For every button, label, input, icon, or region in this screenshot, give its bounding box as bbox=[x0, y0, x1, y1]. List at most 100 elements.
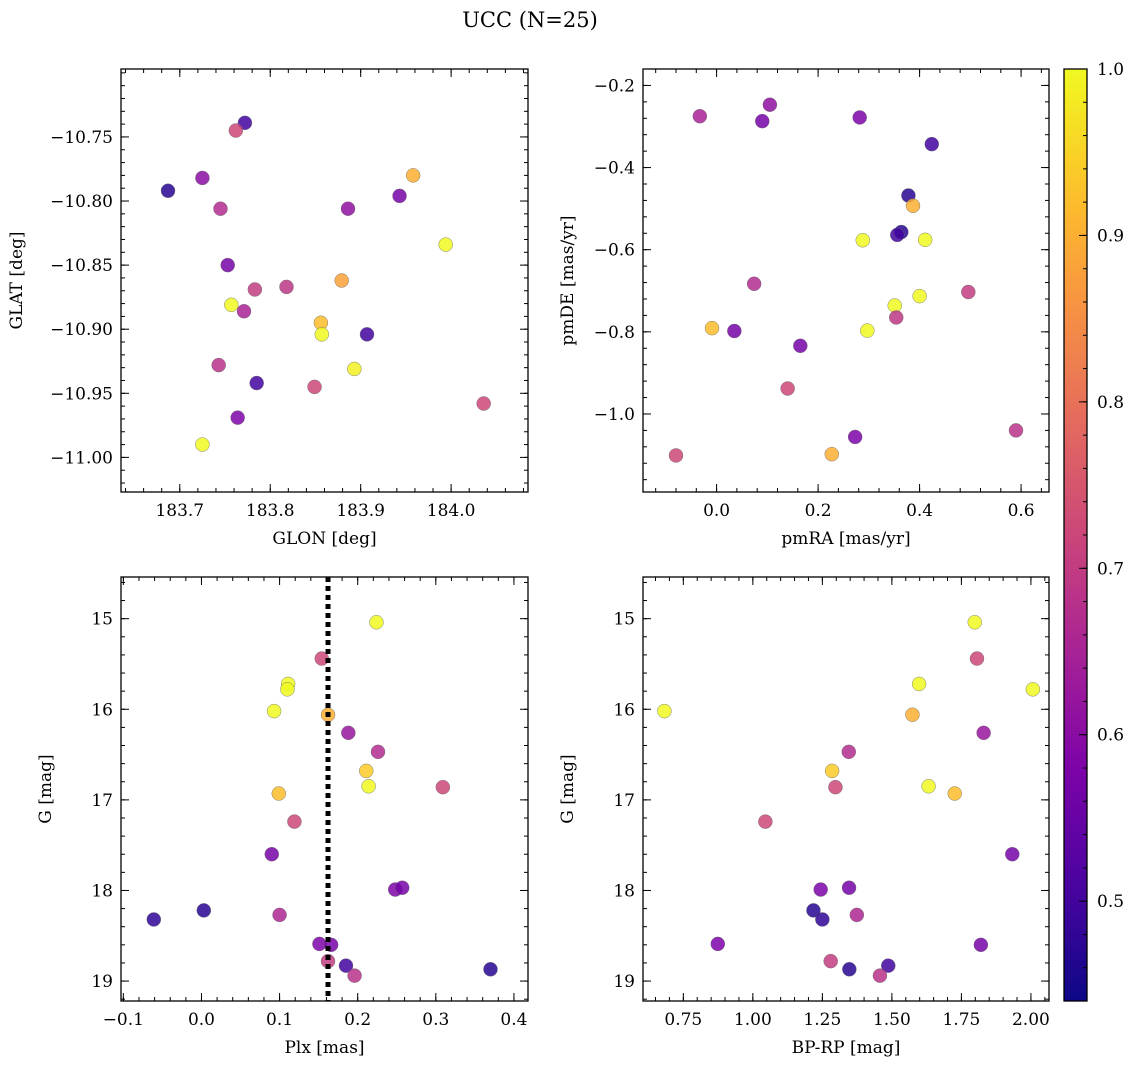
data-point bbox=[824, 763, 840, 779]
data-point bbox=[370, 744, 386, 760]
x-tick-label: 184.0 bbox=[427, 501, 476, 521]
data-point bbox=[758, 814, 773, 829]
x-tick-label: 0.2 bbox=[805, 501, 832, 521]
data-point bbox=[746, 276, 762, 291]
ticks bbox=[643, 68, 1049, 492]
y-tick-label: 17 bbox=[91, 791, 113, 811]
y-axis-label: GLAT [deg] bbox=[7, 231, 27, 329]
data-point bbox=[921, 779, 936, 794]
data-point bbox=[220, 257, 235, 273]
y-tick-label: −0.2 bbox=[594, 76, 635, 96]
data-point bbox=[271, 786, 286, 801]
colorbar-tick-label: 1.0 bbox=[1097, 60, 1124, 80]
data-point bbox=[852, 110, 867, 125]
data-point bbox=[917, 232, 933, 248]
data-point bbox=[727, 323, 742, 339]
x-tick-label: 0.1 bbox=[266, 1010, 293, 1030]
data-point bbox=[657, 703, 672, 719]
data-point bbox=[889, 310, 904, 325]
x-tick-label: 0.4 bbox=[500, 1010, 527, 1030]
data-point bbox=[967, 615, 982, 630]
data-point bbox=[1025, 682, 1041, 697]
data-point bbox=[912, 288, 927, 304]
data-point bbox=[435, 779, 451, 795]
data-point bbox=[359, 327, 375, 342]
data-point bbox=[793, 338, 808, 353]
y-tick-label: 16 bbox=[91, 700, 113, 720]
x-tick-label: 0.3 bbox=[422, 1010, 449, 1030]
x-tick-label: 0.6 bbox=[1008, 501, 1035, 521]
data-point bbox=[211, 357, 226, 373]
colorbar: 0.5 0.6 0.7 0.8 0.9 1.0 bbox=[1063, 60, 1124, 1002]
data-point bbox=[855, 233, 870, 248]
data-point bbox=[347, 361, 362, 377]
x-tick-label: 183.7 bbox=[155, 501, 204, 521]
data-point bbox=[692, 109, 708, 124]
y-tick-label: −0.6 bbox=[594, 241, 635, 261]
x-axis-label: Plx [mas] bbox=[284, 1038, 364, 1058]
x-tick-label: 0.75 bbox=[664, 1010, 702, 1030]
data-point bbox=[369, 615, 384, 630]
ticks bbox=[121, 69, 528, 492]
data-point bbox=[249, 375, 264, 391]
data-point bbox=[307, 379, 322, 395]
data-point bbox=[947, 786, 962, 801]
data-point bbox=[230, 410, 245, 425]
x-tick-label: 1.50 bbox=[873, 1010, 911, 1030]
x-tick-label: 0.0 bbox=[188, 1010, 215, 1030]
scatter-points bbox=[160, 115, 491, 452]
data-point bbox=[806, 903, 821, 918]
y-tick-label: −1.0 bbox=[594, 405, 635, 425]
data-point bbox=[841, 744, 856, 760]
data-point bbox=[405, 168, 421, 183]
ticks bbox=[643, 577, 1049, 1001]
colorbar-tick-label: 0.7 bbox=[1097, 559, 1124, 579]
data-point bbox=[924, 136, 939, 152]
subplot-plx: −0.1 0.0 0.1 0.2 0.3 0.4 15 16 17 18 19 Plx [mas] G … bbox=[36, 576, 529, 1058]
data-point bbox=[849, 907, 865, 923]
data-point bbox=[146, 912, 162, 927]
data-point bbox=[704, 320, 720, 336]
data-point bbox=[314, 327, 329, 342]
data-point bbox=[842, 962, 857, 977]
data-point bbox=[961, 284, 976, 300]
data-point bbox=[247, 282, 263, 297]
data-point bbox=[347, 968, 362, 983]
data-point bbox=[847, 429, 863, 445]
data-point bbox=[976, 725, 991, 741]
data-point bbox=[860, 323, 875, 338]
x-tick-label: 183.8 bbox=[246, 501, 295, 521]
data-point bbox=[236, 304, 252, 319]
y-axis-label: G [mag] bbox=[558, 754, 578, 823]
data-point bbox=[905, 707, 920, 722]
data-point bbox=[195, 437, 210, 452]
data-point bbox=[438, 237, 453, 252]
x-axis-label: GLON [deg] bbox=[272, 529, 376, 549]
data-point bbox=[334, 273, 349, 288]
data-point bbox=[340, 201, 356, 216]
data-point bbox=[224, 297, 239, 313]
figure-title: UCC (N=25) bbox=[462, 8, 598, 32]
data-point bbox=[341, 725, 356, 741]
data-point bbox=[813, 882, 828, 897]
subplots: 183.7 183.8 183.9 184.0 −10.75 −10.80 −10.85 −1… bbox=[7, 68, 1050, 1058]
y-tick-label: −10.90 bbox=[50, 320, 113, 340]
data-point bbox=[195, 170, 210, 186]
y-tick-label: 19 bbox=[91, 972, 113, 992]
data-point bbox=[196, 903, 212, 918]
subplot-sky: 183.7 183.8 183.9 184.0 −10.75 −10.80 −10.85 −1… bbox=[7, 68, 529, 549]
data-point bbox=[1008, 423, 1024, 438]
y-tick-label: −10.85 bbox=[50, 256, 113, 276]
data-point bbox=[483, 962, 498, 977]
x-tick-label: −0.1 bbox=[103, 1010, 144, 1030]
data-point bbox=[881, 958, 896, 973]
data-point bbox=[973, 937, 989, 953]
subplot-pm: 0.0 0.2 0.4 0.6 −0.2 −0.4 −0.6 −0.8 −1.0 pmRA [ma… bbox=[558, 68, 1050, 549]
y-tick-label: 18 bbox=[613, 881, 635, 901]
data-point bbox=[668, 448, 684, 463]
colorbar-tick-label: 0.9 bbox=[1097, 226, 1124, 246]
data-point bbox=[828, 779, 843, 795]
y-tick-label: −10.80 bbox=[50, 192, 113, 212]
y-tick-label: −0.4 bbox=[594, 159, 635, 179]
